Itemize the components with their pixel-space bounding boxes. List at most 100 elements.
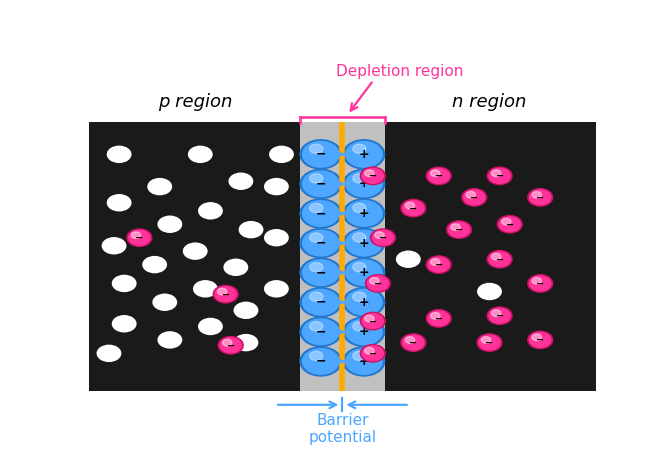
Circle shape	[532, 278, 542, 284]
Circle shape	[183, 243, 208, 260]
Bar	[300, 122, 385, 391]
Text: −: −	[435, 171, 443, 181]
Circle shape	[498, 216, 522, 233]
Circle shape	[309, 203, 323, 212]
Circle shape	[303, 289, 339, 315]
Circle shape	[487, 307, 512, 324]
Circle shape	[479, 335, 500, 350]
Circle shape	[375, 232, 384, 238]
Circle shape	[426, 167, 451, 185]
Circle shape	[238, 221, 263, 238]
Circle shape	[396, 251, 421, 268]
Circle shape	[303, 201, 339, 226]
Circle shape	[426, 310, 451, 327]
Text: −: −	[222, 290, 230, 300]
Circle shape	[502, 219, 511, 225]
Circle shape	[218, 288, 227, 295]
Bar	[385, 122, 596, 391]
Circle shape	[489, 308, 510, 323]
Circle shape	[345, 260, 382, 286]
Circle shape	[428, 169, 450, 183]
Circle shape	[343, 140, 385, 169]
Circle shape	[142, 256, 167, 273]
Circle shape	[343, 258, 385, 287]
Circle shape	[198, 318, 223, 335]
Circle shape	[303, 349, 339, 374]
Circle shape	[309, 351, 323, 361]
Circle shape	[365, 275, 390, 292]
Circle shape	[112, 275, 137, 292]
Circle shape	[300, 199, 341, 228]
Text: −: −	[409, 203, 418, 213]
Circle shape	[198, 202, 223, 219]
Circle shape	[303, 230, 339, 256]
Text: −: −	[536, 193, 544, 203]
Circle shape	[193, 280, 218, 297]
Circle shape	[371, 229, 395, 246]
Circle shape	[303, 319, 339, 345]
Circle shape	[528, 331, 552, 349]
Circle shape	[107, 194, 132, 211]
Circle shape	[234, 334, 259, 351]
Circle shape	[428, 311, 450, 326]
Circle shape	[353, 203, 366, 212]
Circle shape	[215, 287, 236, 302]
Circle shape	[345, 171, 382, 197]
Circle shape	[147, 178, 172, 195]
Circle shape	[360, 167, 385, 185]
Text: +: +	[359, 177, 369, 190]
Circle shape	[300, 169, 341, 198]
Circle shape	[300, 140, 341, 169]
Text: −: −	[536, 335, 544, 346]
Circle shape	[487, 251, 512, 268]
Circle shape	[309, 174, 323, 183]
Circle shape	[431, 259, 440, 265]
Text: −: −	[496, 255, 504, 265]
Circle shape	[451, 224, 460, 230]
Circle shape	[353, 351, 366, 361]
Circle shape	[353, 292, 366, 302]
Circle shape	[492, 253, 501, 260]
Circle shape	[300, 228, 341, 258]
Circle shape	[345, 319, 382, 345]
Text: −: −	[409, 338, 418, 348]
Circle shape	[213, 286, 238, 303]
Circle shape	[343, 288, 385, 317]
Circle shape	[269, 145, 294, 163]
Text: −: −	[315, 266, 326, 279]
Circle shape	[464, 190, 485, 205]
Circle shape	[309, 262, 323, 272]
Text: −: −	[369, 349, 377, 359]
Circle shape	[372, 230, 393, 245]
Text: +: +	[359, 325, 369, 338]
Text: −: −	[315, 207, 326, 220]
Text: +: +	[359, 296, 369, 309]
Circle shape	[426, 256, 451, 273]
Circle shape	[152, 294, 177, 311]
Circle shape	[428, 257, 450, 272]
Circle shape	[220, 338, 241, 353]
Bar	[89, 122, 300, 391]
Text: −: −	[369, 171, 377, 181]
Circle shape	[345, 230, 382, 256]
Text: −: −	[315, 325, 326, 338]
Circle shape	[345, 289, 382, 315]
Circle shape	[360, 312, 385, 330]
Text: −: −	[496, 171, 504, 181]
Circle shape	[343, 199, 385, 228]
Circle shape	[431, 312, 440, 319]
Text: −: −	[435, 260, 443, 270]
Circle shape	[532, 192, 542, 198]
Text: +: +	[359, 355, 369, 368]
Circle shape	[264, 280, 289, 297]
Circle shape	[528, 275, 552, 292]
Circle shape	[462, 189, 487, 206]
Circle shape	[401, 334, 426, 351]
Text: −: −	[369, 317, 377, 327]
Circle shape	[264, 229, 289, 246]
Text: −: −	[379, 233, 387, 243]
Text: −: −	[374, 279, 382, 289]
Circle shape	[309, 321, 323, 331]
Circle shape	[131, 232, 141, 238]
Text: −: −	[470, 193, 478, 203]
